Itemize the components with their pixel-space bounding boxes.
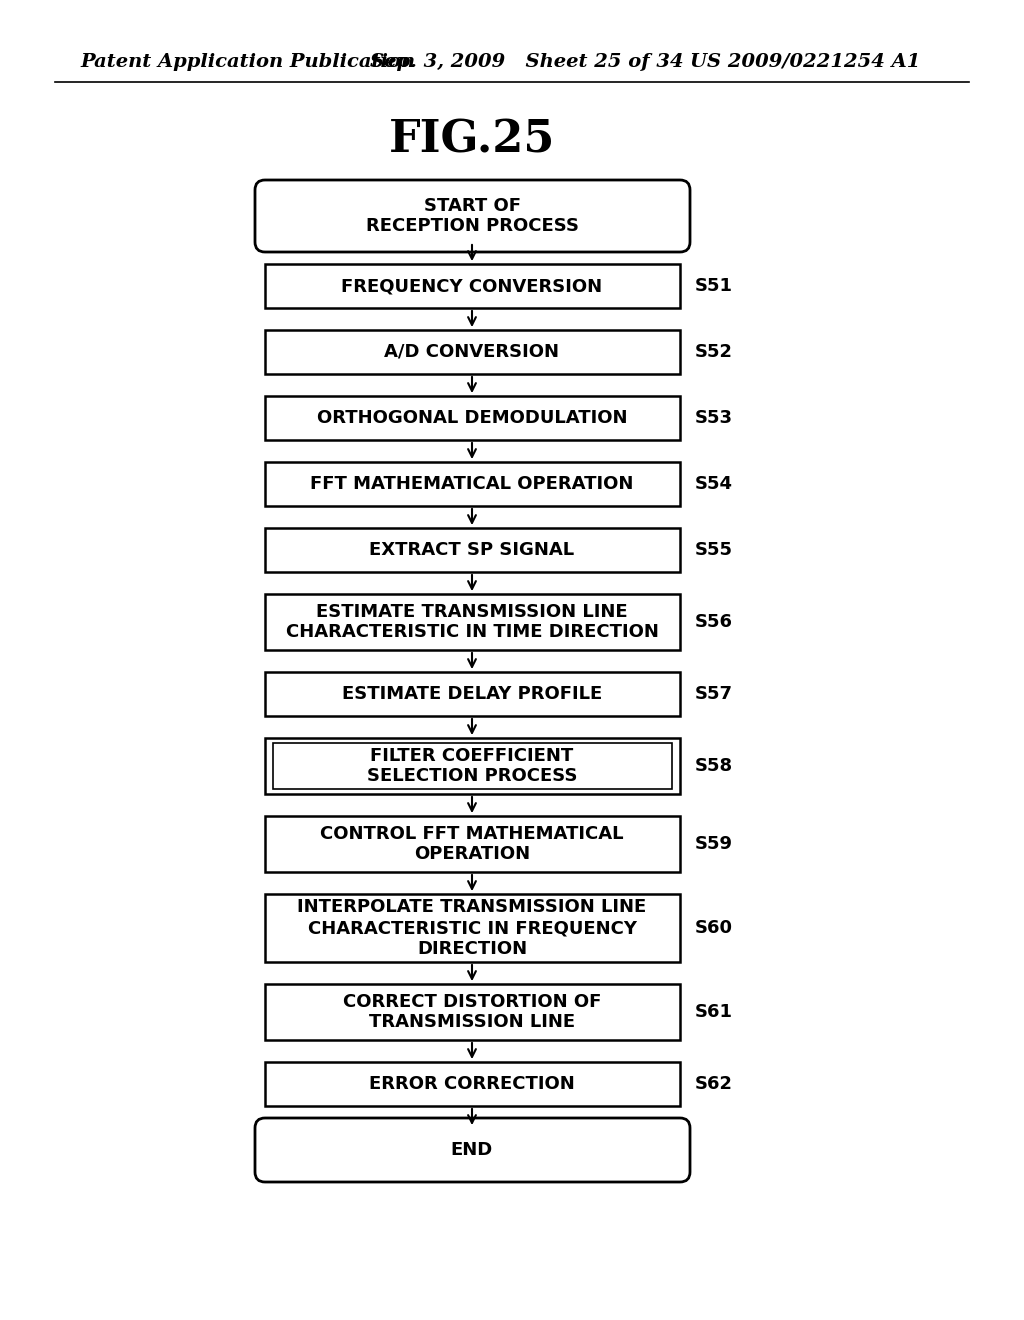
Bar	[273, 743, 672, 789]
Text: CONTROL FFT MATHEMATICAL
OPERATION: CONTROL FFT MATHEMATICAL OPERATION	[321, 825, 624, 863]
Text: INTERPOLATE TRANSMISSION LINE
CHARACTERISTIC IN FREQUENCY
DIRECTION: INTERPOLATE TRANSMISSION LINE CHARACTERI…	[297, 898, 646, 958]
Text: S53: S53	[695, 409, 733, 426]
Text: S59: S59	[695, 836, 733, 853]
Text: START OF
RECEPTION PROCESS: START OF RECEPTION PROCESS	[366, 197, 579, 235]
Text: S62: S62	[695, 1074, 733, 1093]
Text: S57: S57	[695, 685, 733, 704]
Text: A/D CONVERSION: A/D CONVERSION	[384, 343, 559, 360]
Text: Sep. 3, 2009   Sheet 25 of 34: Sep. 3, 2009 Sheet 25 of 34	[370, 53, 684, 71]
Text: S55: S55	[695, 541, 733, 558]
Text: ESTIMATE DELAY PROFILE: ESTIMATE DELAY PROFILE	[342, 685, 602, 704]
Bar	[265, 983, 680, 1040]
Bar	[265, 738, 680, 795]
Bar	[265, 894, 680, 962]
Bar	[265, 462, 680, 506]
Text: S60: S60	[695, 919, 733, 937]
Text: ERROR CORRECTION: ERROR CORRECTION	[369, 1074, 574, 1093]
Text: ESTIMATE TRANSMISSION LINE
CHARACTERISTIC IN TIME DIRECTION: ESTIMATE TRANSMISSION LINE CHARACTERISTI…	[286, 603, 658, 642]
Bar	[265, 672, 680, 715]
Bar	[265, 1063, 680, 1106]
Text: S61: S61	[695, 1003, 733, 1020]
Text: S54: S54	[695, 475, 733, 492]
Bar	[265, 594, 680, 649]
Bar	[265, 528, 680, 572]
Text: S58: S58	[695, 756, 733, 775]
Text: EXTRACT SP SIGNAL: EXTRACT SP SIGNAL	[370, 541, 574, 558]
Text: Patent Application Publication: Patent Application Publication	[80, 53, 415, 71]
Bar	[265, 816, 680, 873]
Text: S56: S56	[695, 612, 733, 631]
Bar	[265, 330, 680, 374]
Text: FILTER COEFFICIENT
SELECTION PROCESS: FILTER COEFFICIENT SELECTION PROCESS	[367, 747, 578, 785]
Text: CORRECT DISTORTION OF
TRANSMISSION LINE: CORRECT DISTORTION OF TRANSMISSION LINE	[343, 993, 601, 1031]
Text: FIG.25: FIG.25	[389, 119, 555, 161]
Bar	[265, 264, 680, 308]
Text: S51: S51	[695, 277, 733, 294]
Text: ORTHOGONAL DEMODULATION: ORTHOGONAL DEMODULATION	[316, 409, 628, 426]
FancyBboxPatch shape	[255, 180, 690, 252]
Text: FREQUENCY CONVERSION: FREQUENCY CONVERSION	[341, 277, 602, 294]
Text: S52: S52	[695, 343, 733, 360]
Text: END: END	[451, 1140, 494, 1159]
Bar	[265, 396, 680, 440]
FancyBboxPatch shape	[255, 1118, 690, 1181]
Text: US 2009/0221254 A1: US 2009/0221254 A1	[690, 53, 921, 71]
Text: FFT MATHEMATICAL OPERATION: FFT MATHEMATICAL OPERATION	[310, 475, 634, 492]
